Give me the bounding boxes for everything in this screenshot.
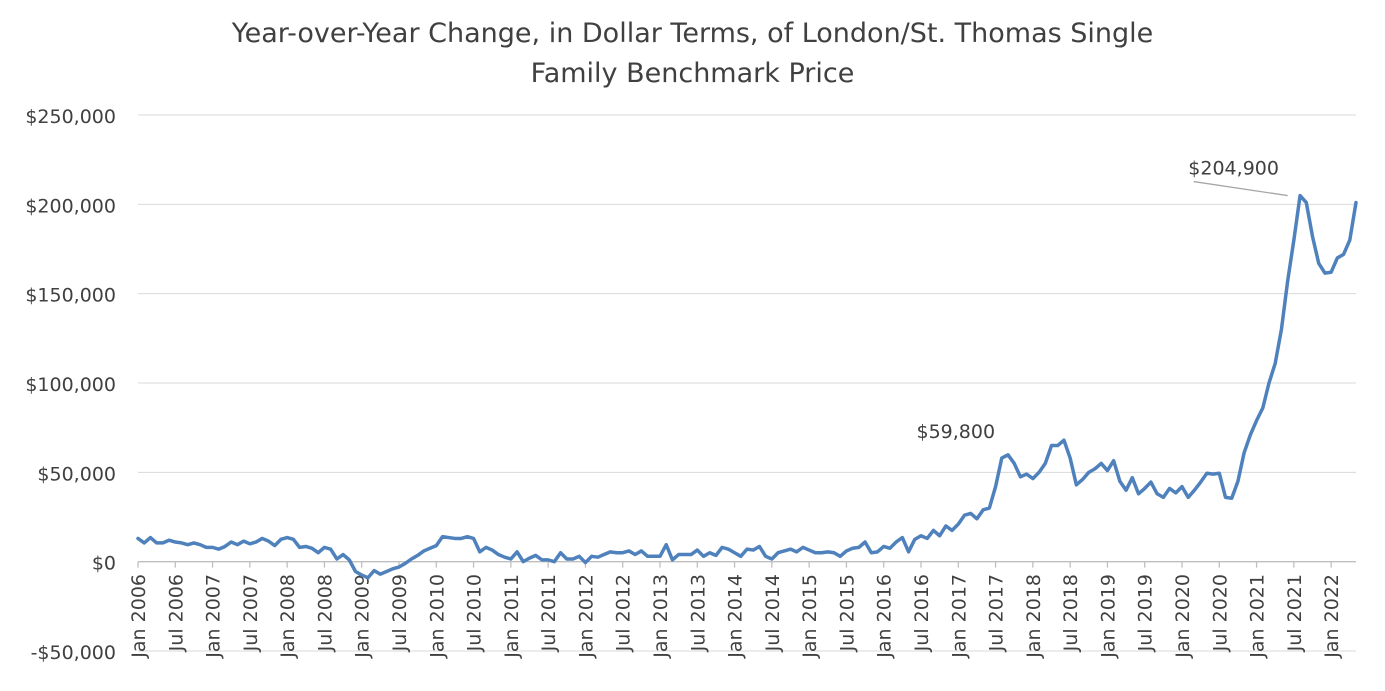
data-label: $59,800 — [916, 421, 995, 443]
data-label: $204,900 — [1188, 158, 1279, 180]
x-tick-label: Jan 2014 — [725, 574, 747, 659]
y-axis-tick-labels: -$50,000 $0 $50,000 $100,000 $150,000 $200,00… — [25, 106, 116, 664]
x-tick-label: Jan 2015 — [799, 574, 821, 659]
x-tick-label: Jul 2016 — [911, 574, 933, 652]
x-tick-label: Jan 2020 — [1172, 574, 1194, 659]
x-tick-label: Jul 2021 — [1284, 574, 1306, 652]
annotation-leader-line — [1193, 180, 1288, 197]
x-tick-label: Jan 2012 — [575, 574, 597, 659]
x-tick-label: Jul 2006 — [165, 574, 187, 652]
x-tick-label: Jan 2010 — [426, 574, 448, 659]
y-tick-label: $250,000 — [25, 106, 116, 128]
y-tick-label: $0 — [92, 553, 116, 575]
x-tick-label: Jul 2019 — [1135, 574, 1157, 652]
x-tick-label: Jan 2018 — [1023, 574, 1045, 659]
y-tick-label: $100,000 — [25, 374, 116, 396]
x-tick-label: Jan 2011 — [501, 574, 523, 659]
x-tick-label: Jul 2020 — [1209, 574, 1231, 652]
x-tick-label: Jan 2007 — [203, 574, 225, 659]
x-tick-label: Jan 2013 — [650, 574, 672, 659]
x-tick-label: Jan 2009 — [352, 574, 374, 659]
y-tick-label: $50,000 — [37, 463, 116, 485]
x-tick-label: Jan 2019 — [1097, 574, 1119, 659]
x-tick-label: Jul 2008 — [314, 574, 336, 652]
x-tick-label: Jul 2013 — [687, 574, 709, 652]
chart-title-line-1: Year-over-Year Change, in Dollar Terms, … — [231, 18, 1154, 49]
x-tick-label: Jul 2015 — [836, 574, 858, 652]
x-tick-label: Jan 2016 — [874, 574, 896, 659]
chart-title-line-2: Family Benchmark Price — [530, 58, 855, 89]
gridlines — [138, 114, 1356, 652]
x-tick-label: Jul 2010 — [464, 574, 486, 652]
x-tick-label: Jan 2021 — [1247, 574, 1269, 659]
y-tick-label: $150,000 — [25, 285, 116, 307]
y-tick-label: -$50,000 — [31, 642, 116, 664]
x-tick-label: Jul 2018 — [1060, 574, 1082, 652]
x-tick-label: Jul 2017 — [986, 574, 1008, 652]
series-line — [136, 193, 1358, 580]
data-series — [136, 193, 1358, 580]
x-tick-label: Jul 2014 — [762, 574, 784, 652]
x-tick-label: Jul 2007 — [240, 574, 262, 652]
x-tick-label: Jan 2022 — [1321, 574, 1343, 659]
x-tick-label: Jul 2011 — [538, 574, 560, 652]
x-tick-label: Jan 2008 — [277, 574, 299, 659]
axes — [137, 561, 1356, 568]
x-tick-label: Jan 2006 — [128, 574, 150, 659]
x-tick-label: Jul 2009 — [389, 574, 411, 652]
x-tick-label: Jul 2012 — [613, 574, 635, 652]
y-tick-label: $200,000 — [25, 195, 116, 217]
x-axis-tick-labels: Jan 2006 Jul 2006 Jan 2007 Jul 2007 Jan 2008… — [128, 574, 1343, 659]
x-tick-label: Jan 2017 — [948, 574, 970, 659]
annotations: $59,800 $204,900 — [916, 158, 1288, 443]
